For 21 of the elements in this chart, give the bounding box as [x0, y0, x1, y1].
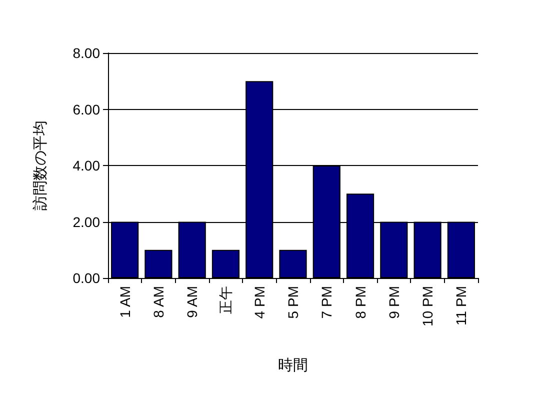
y-tick-label: 8.00 — [72, 45, 100, 61]
x-tick-label: 1 AM — [116, 286, 133, 318]
bar — [279, 250, 307, 278]
x-tick-label: 9 PM — [386, 286, 402, 319]
y-tick-label: 0.00 — [72, 270, 100, 286]
x-tick-label: 7 PM — [318, 286, 335, 319]
y-tick-label: 4.00 — [72, 158, 100, 174]
x-tick-label: 5 PM — [285, 286, 301, 319]
x-tick-label: 9 AM — [184, 286, 200, 318]
x-tick-label: 11 PM — [453, 286, 470, 326]
x-tick-label: 正午 — [218, 286, 234, 314]
x-tick-label: 10 PM — [420, 286, 436, 326]
bar — [212, 250, 240, 278]
x-tick-label: 8 AM — [150, 286, 166, 318]
x-axis-title: 時間 — [278, 357, 308, 374]
y-axis-title: 訪問数の平均 — [32, 120, 49, 210]
x-tick-label: 8 PM — [352, 286, 368, 319]
bar — [144, 250, 172, 278]
x-tick-label: 4 PM — [251, 286, 268, 319]
y-tick-label: 6.00 — [72, 101, 100, 118]
y-tick-label: 2.00 — [72, 214, 100, 230]
